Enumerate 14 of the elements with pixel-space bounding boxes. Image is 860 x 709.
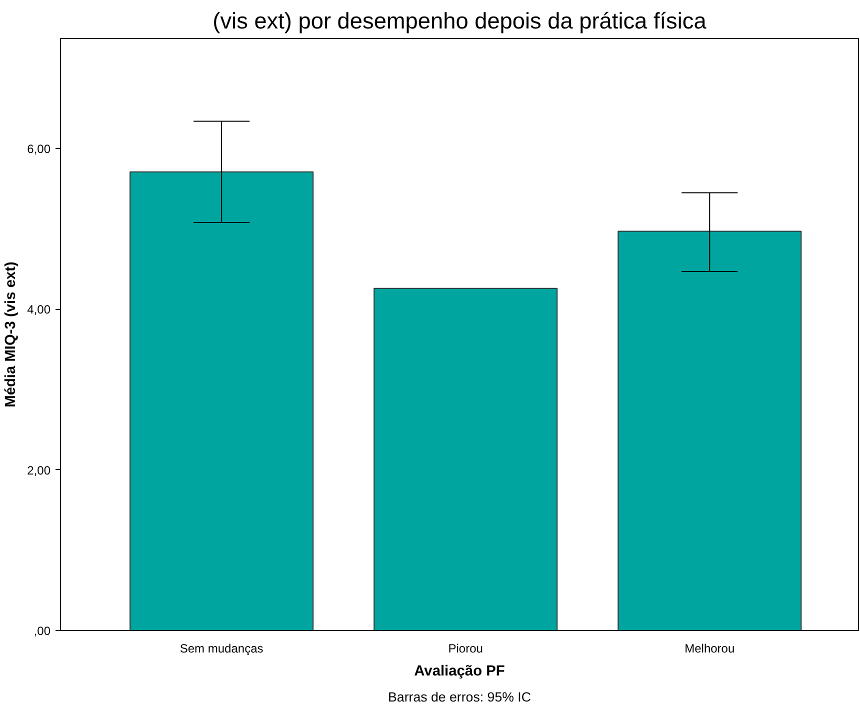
text: Barras de erros: 95% IC — [388, 690, 532, 704]
x-tick-label: Melhorou — [684, 642, 735, 656]
bar — [130, 171, 314, 630]
y-tick-label: 2,00 — [27, 463, 51, 478]
bar — [618, 230, 802, 630]
chart-title: (vis ext) por desempenho depois da prática física — [212, 8, 707, 34]
x-axis-title: Avaliação PF — [414, 664, 505, 680]
y-tick-label: ,00 — [34, 624, 51, 638]
x-tick-label: Sem mudanças — [180, 642, 264, 656]
y-tick-label: 4,00 — [27, 302, 51, 317]
y-axis-title: Média MIQ-3 (vis ext) — [3, 261, 20, 408]
bar — [374, 288, 558, 630]
x-tick-label: Piorou — [448, 642, 483, 656]
y-tick-label: 6,00 — [27, 142, 51, 156]
